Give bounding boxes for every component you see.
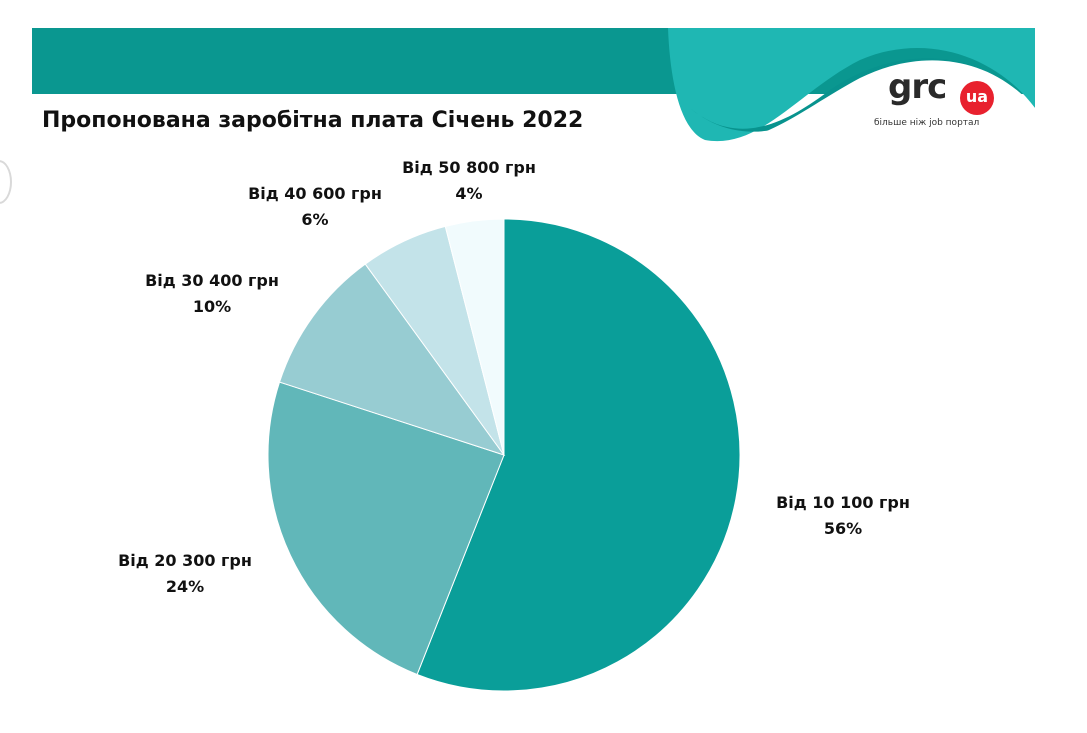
pie-label-percent: 56% (823, 519, 863, 538)
header-wave-light (668, 28, 1035, 142)
pie-label-text: Від 10 100 грн (776, 493, 910, 512)
pie-slice-3 (278, 263, 506, 456)
pie-label-text: Від 40 600 грн (248, 184, 382, 203)
pie-label-text: Від 20 300 грн (118, 551, 252, 570)
pie-label-3: Від 30 400 грн 10% (145, 268, 279, 320)
pie-label-percent: 6% (301, 210, 329, 229)
header-band (32, 28, 1035, 160)
header-wave-white (700, 60, 1035, 160)
logo-text: grc (888, 67, 947, 107)
pie-label-4: Від 40 600 грн 6% (248, 181, 382, 233)
logo-tagline: більше ніж job портал (874, 118, 980, 128)
pie-slice-5 (444, 218, 505, 456)
pie-label-1: Від 10 100 грн 56% (776, 490, 910, 542)
pie-label-percent: 4% (455, 184, 483, 203)
grc-ua-logo: grc ua більше ніж job портал (868, 67, 1018, 133)
pie-label-percent: 10% (192, 297, 232, 316)
pie-label-text: Від 30 400 грн (145, 271, 279, 290)
pie-label-percent: 24% (165, 577, 205, 596)
pie-label-5: Від 50 800 грн 4% (402, 155, 536, 207)
chart-title: Пропонована заробітна плата Січень 2022 (42, 108, 584, 133)
pie-slice-1 (416, 218, 741, 692)
logo-badge: ua (960, 81, 994, 115)
pie-label-2: Від 20 300 грн 24% (118, 548, 252, 600)
pie-slice-2 (267, 381, 505, 676)
pie-label-text: Від 50 800 грн (402, 158, 536, 177)
